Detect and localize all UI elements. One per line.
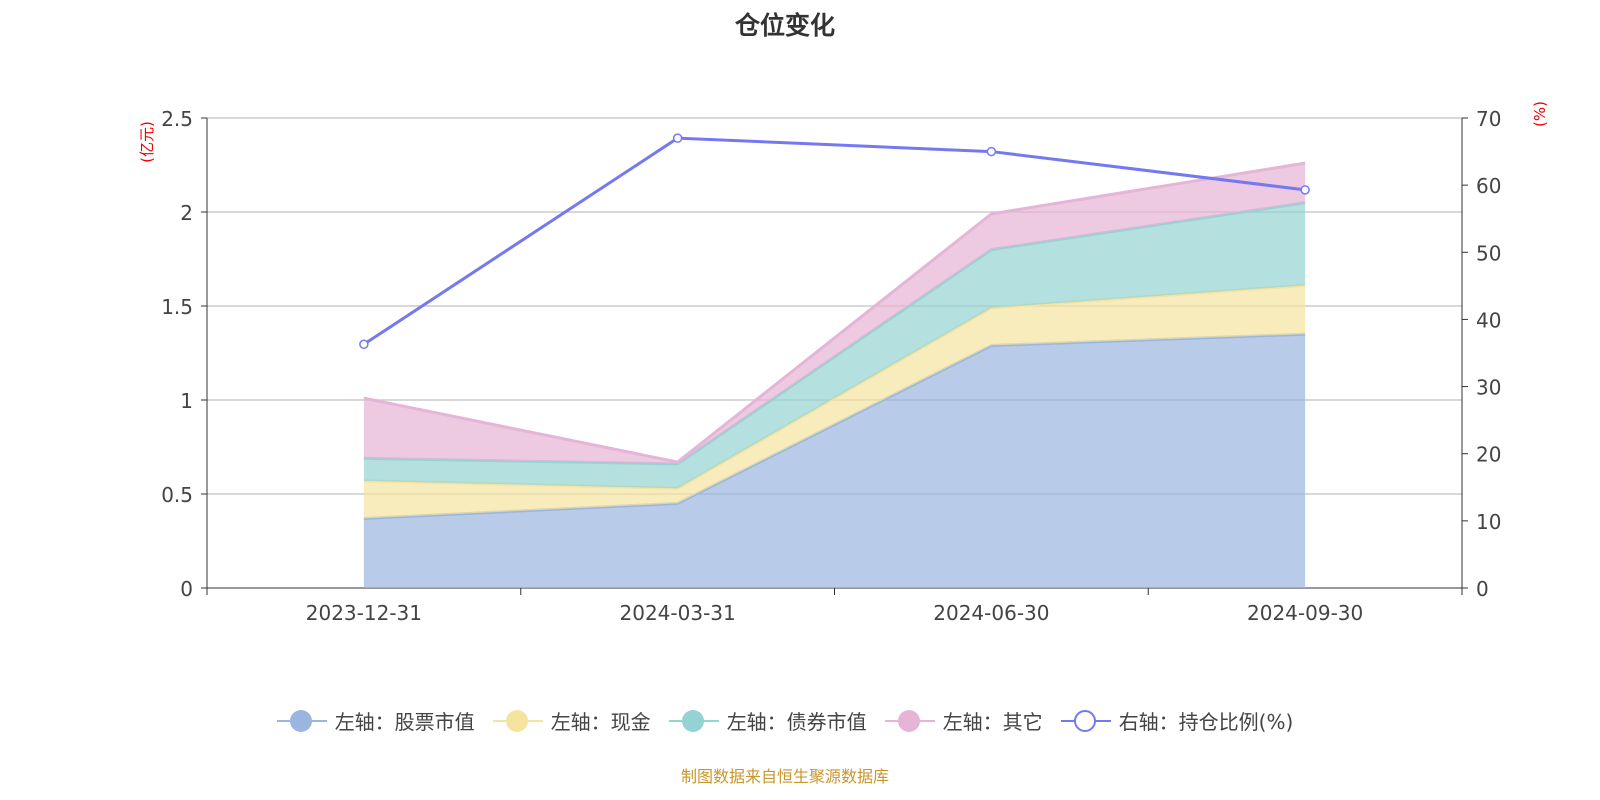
area-edge-左轴：其它 (363, 161, 1306, 464)
right-tick-label: 50 (1476, 241, 1501, 265)
line-point (672, 133, 683, 143)
source-note: 制图数据来自恒生聚源数据库 (680, 767, 889, 786)
right-tick-label: 70 (1476, 107, 1501, 131)
left-tick-label: 0.5 (161, 483, 193, 507)
legend-label: 左轴：现金 (550, 710, 651, 734)
legend-item[interactable]: 右轴：持仓比例(%) (1060, 706, 1294, 735)
legend-item[interactable]: 左轴：现金 (492, 706, 651, 735)
left-tick-label: 2.5 (161, 107, 193, 131)
legend-label: 左轴：其它 (942, 710, 1043, 734)
legend-item[interactable]: 左轴：其它 (884, 706, 1043, 735)
legend-label: 右轴：持仓比例(%) (1118, 710, 1294, 734)
line-point (1300, 185, 1310, 195)
legend-label: 左轴：股票市值 (334, 710, 475, 734)
legend-marker-icon (884, 709, 935, 732)
left-tick-label: 1.5 (161, 295, 193, 319)
left-tick-label: 0 (180, 577, 193, 601)
legend-item[interactable]: 左轴：股票市值 (276, 706, 475, 735)
right-tick-label: 60 (1476, 174, 1501, 198)
line-point (986, 146, 997, 157)
line-series (363, 136, 1306, 346)
x-tick-label: 2024-06-30 (933, 601, 1049, 625)
area-左轴：债券市值 (363, 202, 1306, 489)
area-左轴：现金 (363, 285, 1306, 519)
x-tick-label: 2024-03-31 (620, 601, 736, 625)
right-tick-label: 30 (1476, 376, 1501, 400)
area-左轴：其它 (363, 163, 1306, 464)
legend-marker-icon (276, 709, 327, 732)
legend-item[interactable]: 左轴：债券市值 (668, 706, 867, 735)
left-tick-label: 1 (180, 389, 193, 413)
legend-marker-icon (492, 709, 543, 732)
legend-marker-icon (668, 709, 719, 732)
right-tick-label: 40 (1476, 308, 1501, 332)
right-tick-label: 0 (1476, 577, 1489, 601)
legend-label: 左轴：债券市值 (726, 710, 867, 734)
x-tick-label: 2024-09-30 (1247, 601, 1363, 625)
right-axis-label: (%) (1531, 101, 1549, 127)
area-左轴：股票市值 (363, 334, 1306, 588)
left-tick-label: 2 (180, 201, 193, 225)
chart-title: 仓位变化 (734, 11, 835, 40)
right-tick-label: 20 (1476, 443, 1501, 467)
legend: 左轴：股票市值 左轴：现金 左轴：债券市值 左轴：其它 右轴：持仓比例(%) (0, 706, 1570, 735)
x-tick-label: 2023-12-31 (306, 601, 422, 625)
right-tick-label: 10 (1476, 510, 1501, 534)
legend-marker-icon (1060, 709, 1111, 732)
left-axis-label: (亿元) (138, 121, 156, 163)
line-point (359, 339, 369, 350)
